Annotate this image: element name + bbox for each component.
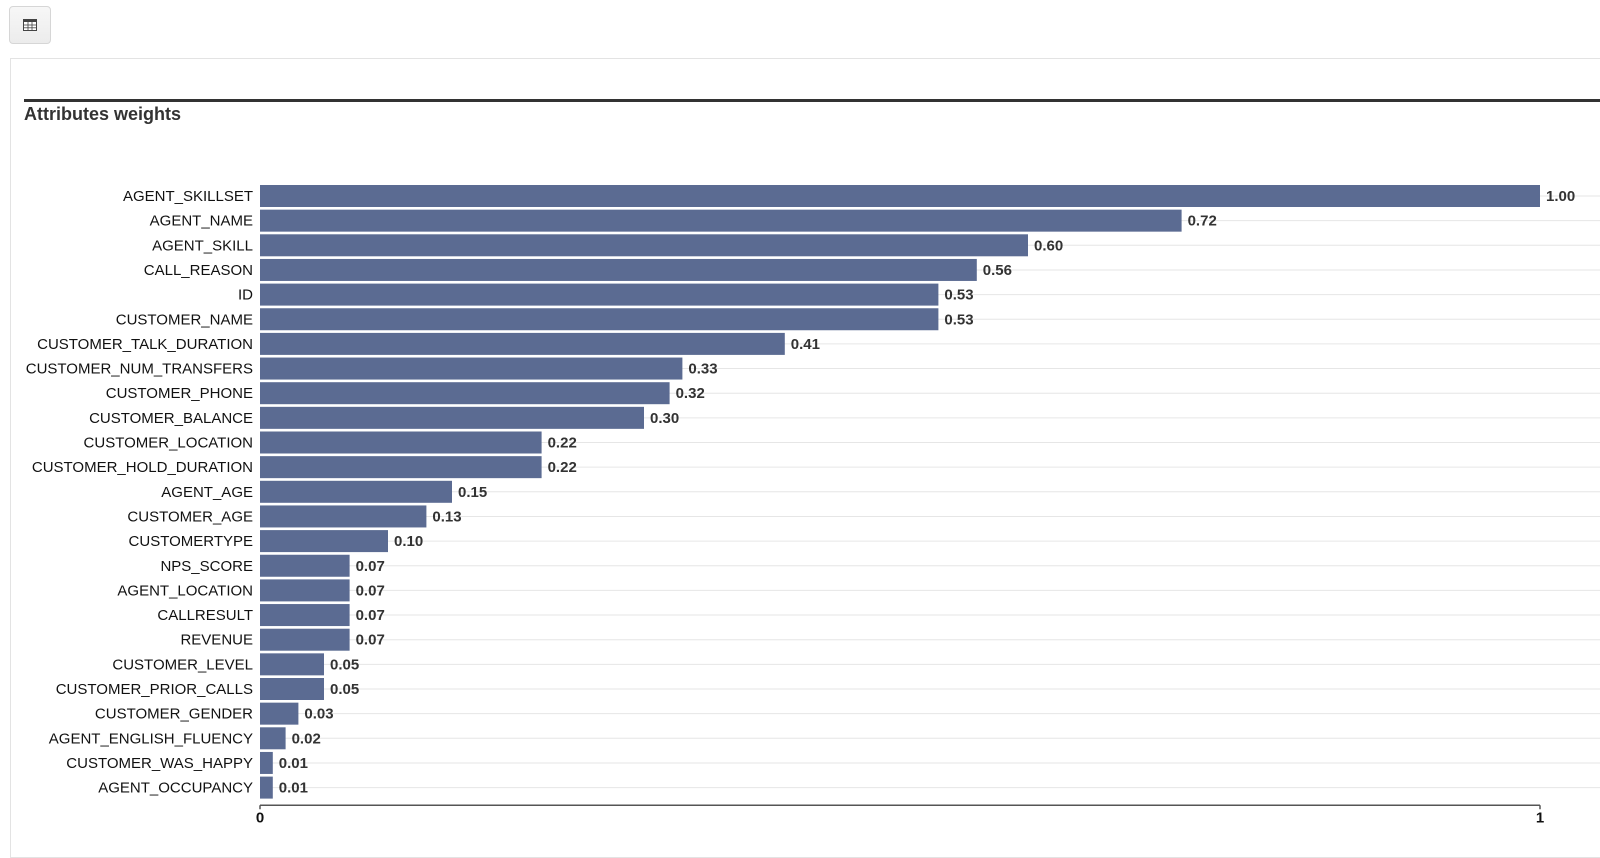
category-label: CALL_REASON [144, 262, 253, 279]
bar [260, 283, 939, 306]
category-label: CUSTOMER_GENDER [95, 706, 253, 723]
bar [260, 604, 350, 627]
bar [260, 702, 299, 725]
category-label: AGENT_ENGLISH_FLUENCY [49, 730, 253, 747]
category-label: CUSTOMER_PHONE [106, 385, 253, 402]
attributes-weights-chart: AGENT_SKILLSET 1.00 AGENT_NAME 0.72 AGENT_SK… [26, 185, 1600, 825]
category-label: AGENT_SKILLSET [123, 188, 253, 205]
value-label: 0.22 [548, 459, 577, 476]
bar [260, 234, 1028, 257]
bar [260, 456, 542, 479]
value-label: 0.22 [548, 435, 577, 452]
bar [260, 308, 939, 331]
value-label: 0.72 [1188, 213, 1217, 230]
bar [260, 776, 273, 799]
value-label: 0.02 [292, 730, 321, 747]
category-label: CUSTOMER_BALANCE [89, 410, 253, 427]
chart-title: Attributes weights [24, 104, 182, 124]
category-label: AGENT_LOCATION [117, 582, 253, 599]
value-label: 0.05 [330, 656, 359, 673]
value-label: 0.07 [356, 558, 385, 575]
category-label: NPS_SCORE [160, 558, 253, 575]
category-label: CUSTOMERTYPE [129, 533, 253, 550]
value-label: 0.60 [1034, 237, 1063, 254]
bar [260, 258, 977, 281]
value-label: 1.00 [1546, 188, 1575, 205]
category-label: CUSTOMER_TALK_DURATION [37, 336, 253, 353]
bar [260, 431, 542, 454]
category-label: CUSTOMER_PRIOR_CALLS [56, 681, 253, 698]
category-label: CUSTOMER_AGE [127, 508, 253, 525]
category-label: CALLRESULT [157, 607, 253, 624]
category-label: CUSTOMER_NUM_TRANSFERS [26, 361, 253, 378]
value-label: 0.07 [356, 632, 385, 649]
x-tick-label: 0 [256, 809, 264, 825]
bar [260, 480, 452, 503]
value-label: 0.53 [944, 311, 973, 328]
category-label: AGENT_SKILL [152, 237, 253, 254]
category-label: AGENT_NAME [150, 213, 253, 230]
bar [260, 406, 644, 429]
bar [260, 505, 427, 528]
category-label: CUSTOMER_LEVEL [112, 656, 253, 673]
bar [260, 628, 350, 651]
category-label: ID [238, 287, 253, 304]
category-label: REVENUE [180, 632, 253, 649]
table-icon [23, 19, 37, 31]
value-label: 0.13 [432, 508, 461, 525]
value-label: 0.30 [650, 410, 679, 427]
x-tick-label: 1 [1536, 809, 1544, 825]
bar [260, 530, 388, 553]
table-view-button[interactable] [9, 6, 51, 44]
value-label: 0.56 [983, 262, 1012, 279]
value-label: 0.07 [356, 607, 385, 624]
value-label: 0.32 [676, 385, 705, 402]
category-label: CUSTOMER_WAS_HAPPY [66, 755, 253, 772]
value-label: 0.15 [458, 484, 487, 501]
value-label: 0.01 [279, 780, 308, 797]
value-label: 0.41 [791, 336, 820, 353]
bar [260, 579, 350, 602]
value-label: 0.10 [394, 533, 423, 550]
bar [260, 727, 286, 750]
bar [260, 751, 273, 774]
bar [260, 209, 1182, 232]
value-label: 0.05 [330, 681, 359, 698]
title-rule [24, 99, 1600, 102]
category-label: AGENT_OCCUPANCY [98, 780, 253, 797]
value-label: 0.01 [279, 755, 308, 772]
bar [260, 357, 683, 380]
bar [260, 554, 350, 577]
value-label: 0.33 [688, 361, 717, 378]
bar [260, 332, 785, 355]
category-label: CUSTOMER_LOCATION [84, 435, 253, 452]
category-label: AGENT_AGE [161, 484, 253, 501]
value-label: 0.53 [944, 287, 973, 304]
bar [260, 382, 670, 405]
category-label: CUSTOMER_NAME [116, 311, 253, 328]
bar [260, 185, 1540, 207]
bar [260, 653, 324, 676]
value-label: 0.03 [304, 706, 333, 723]
bar [260, 678, 324, 700]
category-label: CUSTOMER_HOLD_DURATION [32, 459, 253, 476]
value-label: 0.07 [356, 582, 385, 599]
